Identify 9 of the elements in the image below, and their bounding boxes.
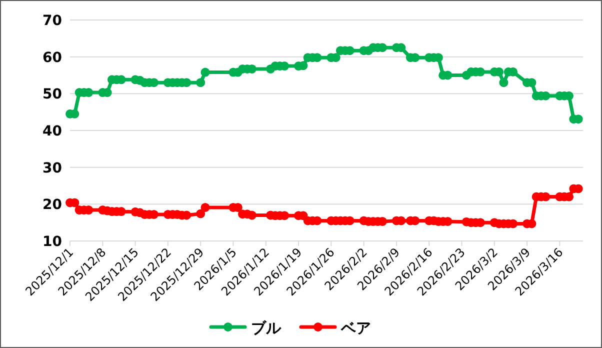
- legend-label: ベア: [340, 319, 371, 337]
- y-tick-label: 30: [42, 160, 62, 176]
- y-tick-label: 20: [42, 197, 62, 214]
- legend-label: ブル: [251, 319, 282, 337]
- y-tick-label: 70: [42, 13, 62, 29]
- y-tick-label: 10: [42, 234, 62, 250]
- y-tick-label: 50: [42, 86, 62, 103]
- y-tick-label: 40: [42, 124, 62, 140]
- y-tick-label: 60: [42, 50, 62, 66]
